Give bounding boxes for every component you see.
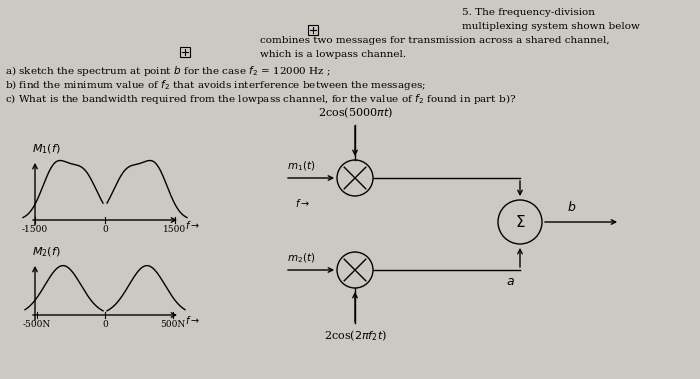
Text: $f\rightarrow$: $f\rightarrow$ — [185, 314, 200, 326]
Text: $a$: $a$ — [506, 275, 515, 288]
Text: a) sketch the spectrum at point $b$ for the case $f_2$ = 12000 Hz ;: a) sketch the spectrum at point $b$ for … — [5, 64, 331, 78]
Text: 0: 0 — [102, 320, 108, 329]
Text: 1500: 1500 — [163, 225, 187, 234]
Bar — [180, 47, 190, 57]
Text: 500N: 500N — [160, 320, 186, 329]
Text: 2cos(5000$\pi t$): 2cos(5000$\pi t$) — [318, 105, 393, 120]
Text: which is a lowpass channel.: which is a lowpass channel. — [260, 50, 406, 59]
Text: $m_2(t)$: $m_2(t)$ — [287, 251, 315, 265]
Text: $f\rightarrow$: $f\rightarrow$ — [185, 219, 200, 231]
Text: multiplexing system shown below: multiplexing system shown below — [462, 22, 640, 31]
Text: -500N: -500N — [23, 320, 51, 329]
Text: $M_1(f)$: $M_1(f)$ — [32, 143, 60, 156]
Text: $M_2(f)$: $M_2(f)$ — [32, 245, 60, 259]
Text: b) find the minimum value of $f_2$ that avoids interference between the messages: b) find the minimum value of $f_2$ that … — [5, 78, 426, 92]
Text: 5. The frequency-division: 5. The frequency-division — [462, 8, 595, 17]
Text: $\Sigma$: $\Sigma$ — [514, 214, 525, 230]
Text: combines two messages for transmission across a shared channel,: combines two messages for transmission a… — [260, 36, 610, 45]
Text: 2cos($2\pi f_2 t$): 2cos($2\pi f_2 t$) — [323, 328, 386, 343]
Bar — [308, 25, 318, 35]
Text: $b$: $b$ — [567, 200, 576, 214]
Text: -1500: -1500 — [22, 225, 48, 234]
Text: c) What is the bandwidth required from the lowpass channel, for the value of $f_: c) What is the bandwidth required from t… — [5, 92, 516, 106]
Text: 0: 0 — [102, 225, 108, 234]
Text: $m_1(t)$: $m_1(t)$ — [287, 160, 315, 173]
Text: $f\rightarrow$: $f\rightarrow$ — [295, 197, 310, 209]
